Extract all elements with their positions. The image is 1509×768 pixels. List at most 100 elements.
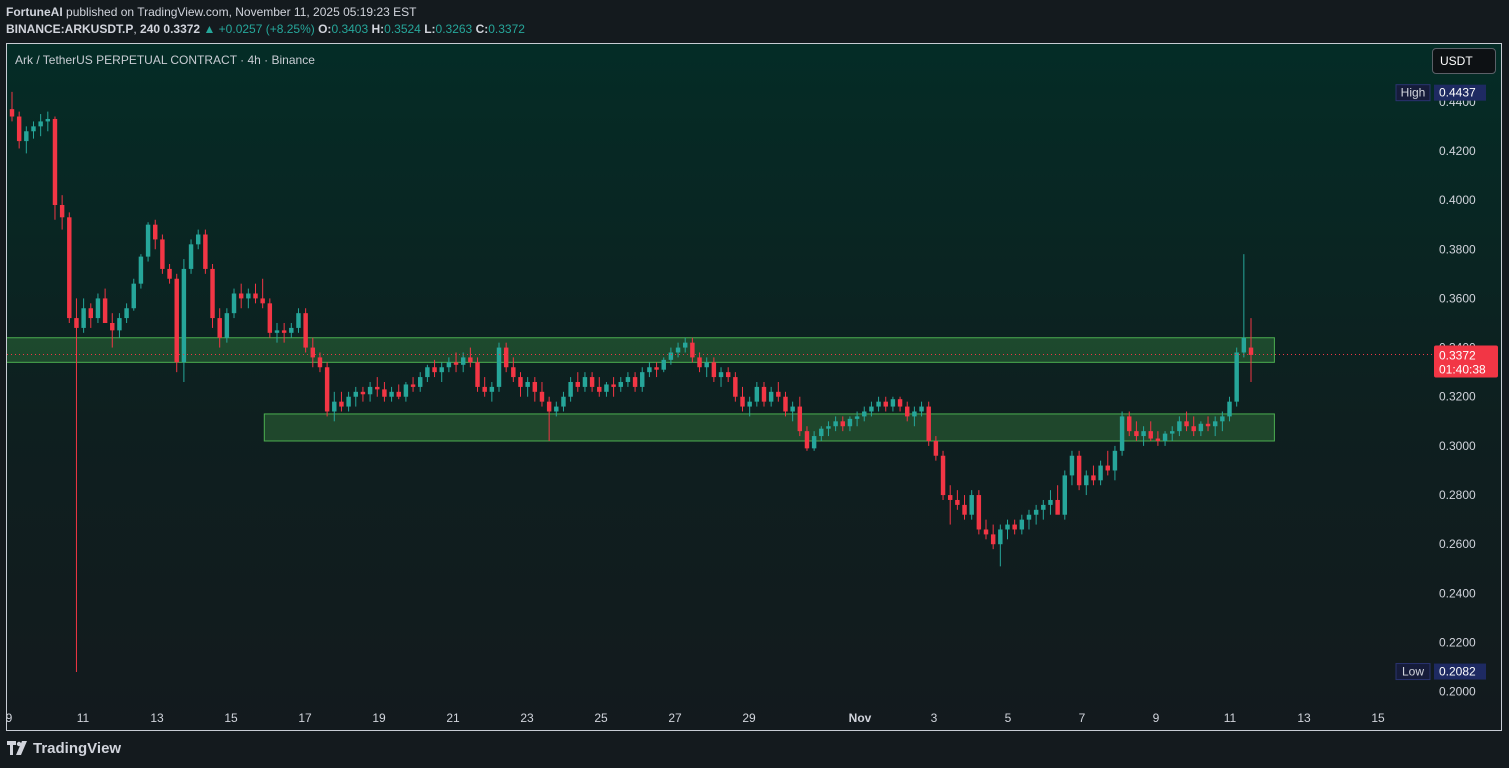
candle [1241,254,1247,358]
candle-body [876,401,881,407]
candle-body [518,377,523,387]
candle [174,273,179,373]
candle [260,278,265,309]
candle-body [761,386,767,402]
time-tick-label: 7 [1079,711,1086,725]
candle [704,357,709,378]
price-tick-label: 0.2800 [1439,488,1476,502]
candle [124,303,129,323]
candle [847,416,853,432]
candle-body [933,440,939,456]
candle [102,288,108,323]
candle-body [482,386,487,392]
candle-body [432,367,437,373]
price-tick-label: 0.2600 [1439,537,1476,551]
candle [546,396,552,441]
candle [883,396,888,412]
candle-body [195,234,201,245]
candle [281,322,287,343]
candle [725,367,731,382]
candle [425,364,430,382]
time-tick-label: 5 [1005,711,1012,725]
price-chart[interactable]: 0.46000.44000.42000.40000.38000.36000.34… [7,44,1502,731]
candle [647,362,652,378]
candle [382,381,387,402]
candle [532,377,538,402]
price-tick-label: 0.2000 [1439,685,1476,699]
candle-body [604,384,609,392]
candle [310,337,316,368]
candle-body [31,126,36,132]
candle [181,259,187,382]
candle-body [396,391,401,397]
candle-body [131,283,136,309]
published-text: published on TradingView.com, November 1… [66,5,417,19]
tradingview-wordmark: TradingView [33,740,122,757]
candle [625,372,631,387]
candle [589,372,595,392]
candle [768,386,774,407]
candle [675,342,681,358]
chart-pane[interactable]: 0.46000.44000.42000.40000.38000.36000.34… [6,43,1502,731]
tradingview-brand: TradingView [7,740,121,759]
candle-body [926,406,931,441]
candle-body [74,318,79,328]
candle [138,254,144,289]
candle [1055,485,1060,515]
low-marker-label: Low [1402,665,1424,679]
price-tick-label: 0.4000 [1439,193,1476,207]
candle [1069,450,1075,486]
candle-body [1177,421,1182,432]
candle-body [1127,416,1132,432]
candle [418,372,423,392]
candle [1019,514,1025,535]
candle-body [1098,465,1103,481]
candle [1033,504,1039,525]
candle [876,396,881,412]
candle [16,111,22,149]
candle-body [1227,401,1232,417]
candle [38,114,43,137]
candle-body [67,217,72,319]
candle [1205,416,1211,432]
candle [375,377,380,397]
publish-info: FortuneAI published on TradingView.com, … [6,5,416,19]
candle [561,391,566,412]
candle-body [1241,337,1247,353]
time-tick-label: 13 [150,711,164,725]
candle-body [188,244,194,269]
candle [1177,416,1182,437]
candle [1155,431,1161,446]
candle-body [597,386,602,392]
candle-body [568,381,573,397]
candle [1227,396,1232,422]
low-label: L: [424,22,436,36]
low-marker-value: 0.2082 [1439,665,1476,679]
candle-body [231,293,237,314]
candle-body [640,372,645,387]
candle [1091,465,1096,486]
candle [1048,490,1053,515]
last-price: 0.3372 [163,22,201,36]
candle [446,357,452,373]
candle-body [339,401,344,407]
candle [59,195,65,230]
candle [1162,431,1168,446]
currency-button[interactable]: USDT [1432,48,1496,74]
candle [160,234,165,274]
candle [324,362,330,417]
candle [976,490,982,535]
close-label: C: [475,22,489,36]
candle-body [274,330,280,333]
candle-body [661,359,666,370]
candle [195,229,201,250]
candle-body [962,504,967,515]
time-tick-label: 27 [668,711,682,725]
candle-body [718,372,724,378]
candle-body [1198,423,1204,432]
candle [131,278,136,311]
candle [403,381,409,402]
candle-body [145,224,151,257]
candle [296,308,301,333]
candle [575,372,581,392]
